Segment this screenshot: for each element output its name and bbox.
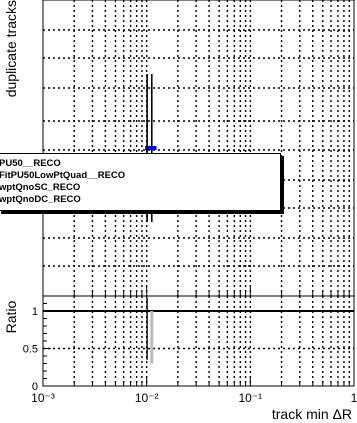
legend-entry-1: PU50__RECO bbox=[0, 158, 61, 169]
ratio-panel-grid bbox=[43, 296, 354, 386]
axis-ticks bbox=[42, 287, 355, 387]
ratio-panel-marks bbox=[146, 298, 154, 364]
top-panel-frame bbox=[42, 0, 355, 297]
x-tick-label: 10⁻¹ bbox=[238, 391, 262, 405]
y-tick-label: 0.5 bbox=[23, 344, 38, 356]
y-tick-label: 0 bbox=[32, 381, 38, 393]
x-axis-label: track min ΔR bbox=[272, 406, 352, 422]
legend-box: PU50__RECO FitPU50LowPtQuad__RECO wptQno… bbox=[0, 153, 281, 211]
legend-entry-3: wptQnoSC_RECO bbox=[0, 182, 81, 193]
data-point-4 bbox=[152, 146, 157, 150]
data-point-3 bbox=[149, 146, 154, 150]
y-tick-label: 1 bbox=[32, 306, 38, 318]
ratio-y-axis-label: Ratio bbox=[3, 300, 19, 333]
top-panel-grid bbox=[43, 0, 354, 296]
legend-entry-2: FitPU50LowPtQuad__RECO bbox=[0, 170, 126, 181]
data-point-2 bbox=[146, 146, 151, 150]
x-tick-label: 1 bbox=[351, 391, 357, 405]
x-tick-label: 10⁻² bbox=[135, 391, 159, 405]
ratio-panel-frame bbox=[42, 295, 355, 387]
legend-entry-4: wptQnoDC_RECO bbox=[0, 194, 81, 205]
top-y-axis-label: duplicate tracks bbox=[3, 0, 19, 97]
x-tick-label: 10⁻³ bbox=[31, 391, 55, 405]
